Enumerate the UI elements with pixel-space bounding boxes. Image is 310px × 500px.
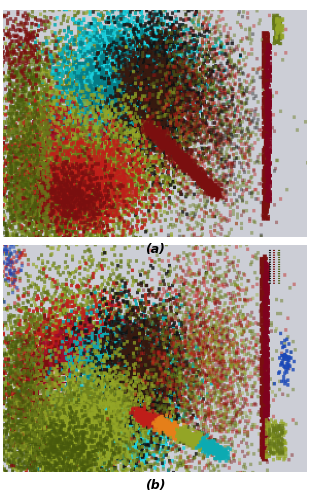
Text: (b): (b): [145, 480, 165, 492]
Text: (a): (a): [145, 242, 165, 256]
